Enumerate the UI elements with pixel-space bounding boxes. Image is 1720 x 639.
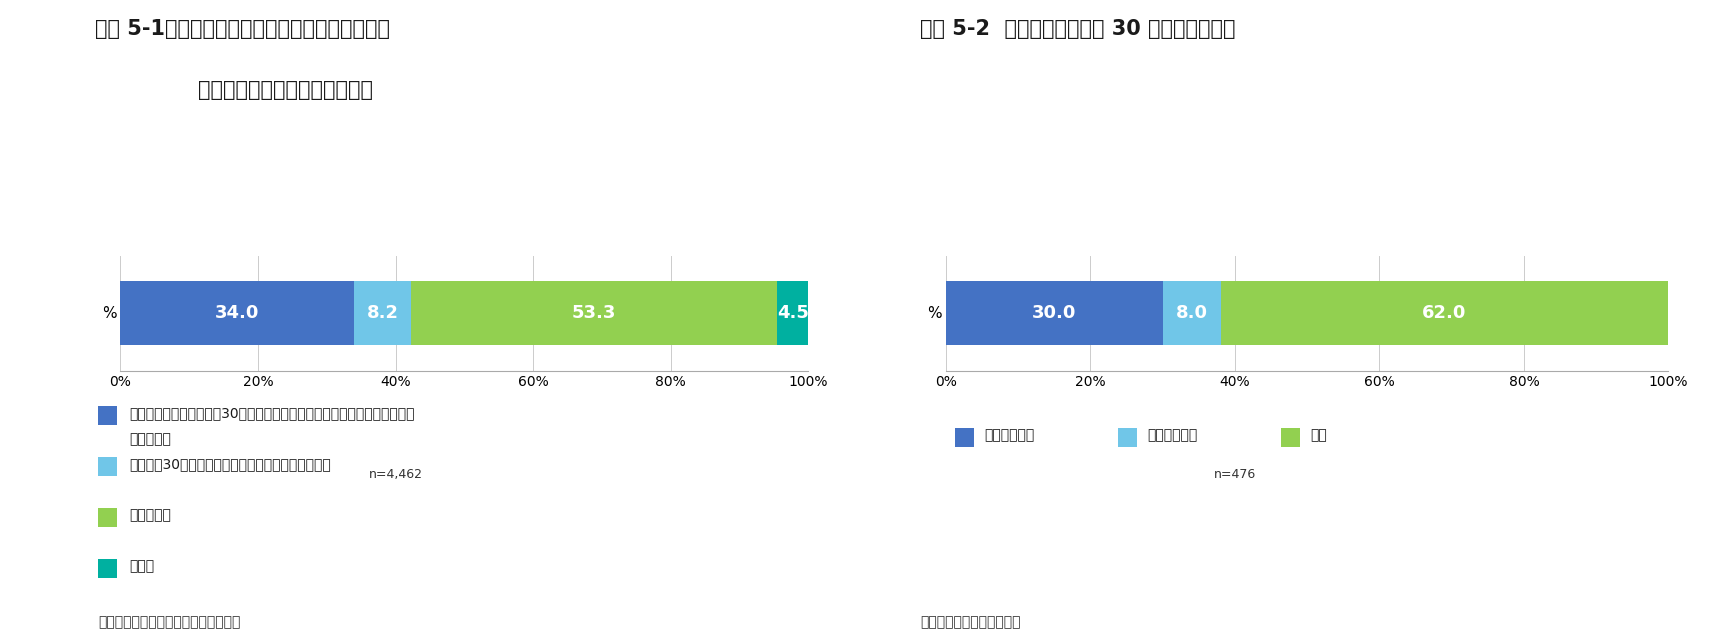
Bar <box>946 281 1163 345</box>
Text: n=476: n=476 <box>1214 468 1256 481</box>
Bar <box>411 281 777 345</box>
Bar <box>1163 281 1221 345</box>
Text: 30.0: 30.0 <box>1032 304 1077 322</box>
Text: 図表 5-2  生産緑地指定から 30 年経過後の意向: 図表 5-2 生産緑地指定から 30 年経過後の意向 <box>920 19 1235 39</box>
Text: ない生産緑地の今後の利用意向: ない生産緑地の今後の利用意向 <box>198 80 373 100</box>
Text: 8.2: 8.2 <box>366 304 399 322</box>
Y-axis label: %: % <box>927 305 943 321</box>
Text: 買取申出する: 買取申出する <box>1147 428 1197 442</box>
Text: 現在のところ、指定から30年経過後も生産緑地を継続し、農地として利用: 現在のところ、指定から30年経過後も生産緑地を継続し、農地として利用 <box>129 406 415 420</box>
Text: n=4,462: n=4,462 <box>368 468 423 481</box>
Text: 農業を続ける: 農業を続ける <box>984 428 1034 442</box>
Bar <box>1221 281 1668 345</box>
Text: 図表 5-1　相続税納税猶予制度の適用を受けてい: 図表 5-1 相続税納税猶予制度の適用を受けてい <box>95 19 390 39</box>
Text: （資料）東京都産業労働局農林水産部: （資料）東京都産業労働局農林水産部 <box>98 615 241 629</box>
Text: 53.3: 53.3 <box>573 304 616 322</box>
Text: するつもり: するつもり <box>129 433 170 447</box>
Bar <box>777 281 808 345</box>
Text: （資料）兵庫県総合農政課: （資料）兵庫県総合農政課 <box>920 615 1020 629</box>
Text: わからない: わからない <box>129 508 170 522</box>
Bar <box>120 281 354 345</box>
Text: 62.0: 62.0 <box>1422 304 1467 322</box>
Text: 8.0: 8.0 <box>1175 304 1207 322</box>
Text: その他: その他 <box>129 559 155 573</box>
Text: 指定から30年経過後、すぐ区市へ買取り申出したい: 指定から30年経過後、すぐ区市へ買取り申出したい <box>129 457 330 471</box>
Text: 未定: 未定 <box>1311 428 1328 442</box>
Text: 34.0: 34.0 <box>215 304 260 322</box>
Y-axis label: %: % <box>101 305 117 321</box>
Bar <box>354 281 411 345</box>
Text: 4.5: 4.5 <box>777 304 808 322</box>
